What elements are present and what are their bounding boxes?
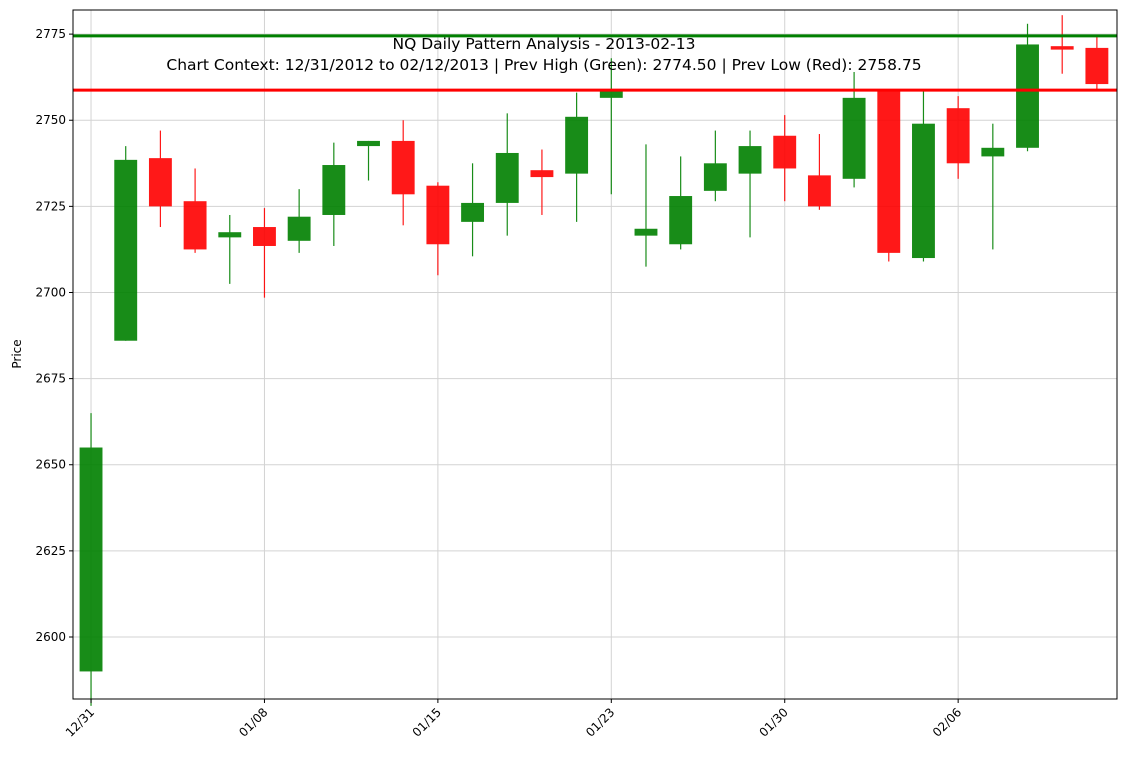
candle-down [1050, 15, 1074, 74]
x-tick-label: 01/08 [236, 705, 270, 739]
candle-up [981, 123, 1005, 250]
candle-body [495, 152, 519, 203]
x-tick-label: 01/15 [410, 705, 444, 739]
candle-up [322, 142, 346, 246]
x-tick-label: 12/31 [63, 705, 97, 739]
candle-body [530, 170, 554, 178]
candle-up [634, 144, 658, 267]
y-tick-label: 2700 [35, 285, 66, 299]
candle-up [565, 92, 589, 222]
candle-down [530, 149, 554, 215]
candle-body [357, 140, 380, 147]
candle-body [426, 185, 450, 245]
chart-title: NQ Daily Pattern Analysis - 2013-02-13 [393, 35, 696, 53]
candle-body [287, 216, 311, 241]
candle-body [1050, 46, 1074, 50]
candle-body [669, 196, 693, 245]
candle-body [703, 163, 727, 191]
candle-body [391, 140, 415, 195]
candle-down [391, 120, 415, 226]
candle-body [565, 116, 589, 174]
candle-up [738, 130, 762, 238]
candle-body [807, 175, 831, 207]
y-axis-ticks: 2600 2625 2650 2675 2700 2725 2750 2775 [35, 27, 73, 644]
chart-subtitle: Chart Context: 12/31/2012 to 02/12/2013 … [166, 56, 921, 74]
candle-up [461, 163, 485, 257]
candle-body [912, 123, 935, 259]
y-tick-label: 2750 [35, 113, 66, 127]
y-tick-label: 2725 [35, 199, 66, 213]
candle-down [946, 96, 970, 179]
candle-up [114, 146, 138, 341]
candle-up [703, 130, 727, 202]
x-tick-label: 01/23 [583, 705, 617, 739]
x-axis-ticks: 12/31 01/08 01/15 01/23 01/30 02/06 [63, 699, 964, 740]
candle-body [253, 227, 276, 246]
x-tick-label: 01/30 [756, 705, 790, 739]
candle-up [79, 413, 103, 706]
candle-down [148, 130, 172, 228]
candle-body [981, 147, 1005, 157]
candle-up [357, 140, 380, 181]
candle-body [1016, 44, 1039, 148]
candle-body [946, 108, 970, 164]
candle-up [495, 113, 519, 236]
candle-up [669, 156, 693, 250]
candle-body [183, 201, 207, 250]
candle-body [738, 146, 762, 174]
candle-body [79, 447, 103, 672]
candle-layer [79, 15, 1109, 706]
candle-down [1085, 35, 1109, 91]
reference-lines-layer [73, 34, 1117, 92]
y-axis-label: Price [10, 339, 24, 368]
x-tick-label: 02/06 [930, 705, 964, 739]
candle-down [773, 115, 797, 202]
candle-down [183, 168, 207, 253]
y-tick-label: 2625 [35, 544, 66, 558]
candle-up [287, 189, 311, 253]
candle-body [114, 159, 138, 341]
candle-body [773, 135, 797, 169]
candle-body [1085, 47, 1109, 85]
candle-down [253, 208, 276, 298]
candle-down [807, 134, 831, 210]
y-tick-label: 2775 [35, 27, 66, 41]
candle-up [218, 214, 242, 284]
candle-body [461, 202, 485, 222]
plot-frame [72, 9, 1118, 700]
candle-up [912, 90, 935, 262]
candle-up [1016, 23, 1039, 152]
candle-body [877, 89, 901, 253]
candle-body [842, 97, 866, 179]
candle-body [148, 158, 172, 207]
candle-body [218, 232, 242, 238]
candle-body [322, 165, 346, 215]
candle-body [599, 89, 623, 98]
candle-down [877, 89, 901, 262]
candle-body [634, 228, 658, 236]
candle-down [426, 182, 450, 276]
y-tick-label: 2675 [35, 372, 66, 386]
candle-up [599, 58, 623, 195]
y-tick-label: 2650 [35, 458, 66, 472]
y-tick-label: 2600 [35, 630, 66, 644]
